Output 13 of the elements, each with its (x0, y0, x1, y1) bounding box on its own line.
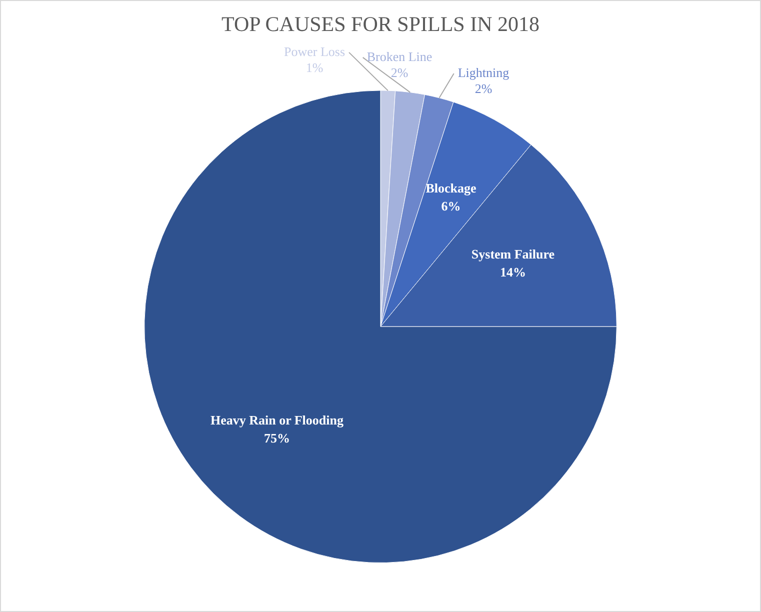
slice-label: System Failure (471, 246, 555, 262)
data-label: 2% (474, 80, 492, 96)
data-label: 75% (264, 430, 290, 446)
slice-label: Blockage (426, 180, 477, 196)
chart-title: TOP CAUSES FOR SPILLS IN 2018 (222, 12, 540, 36)
slice-label: Lightning (458, 64, 510, 80)
data-label: 6% (441, 198, 461, 214)
data-label: 2% (390, 64, 408, 80)
slice-label: Broken Line (366, 48, 432, 64)
data-label: 1% (306, 60, 324, 75)
slice-label: Heavy Rain or Flooding (210, 412, 344, 428)
slice-label: Power Loss (284, 44, 346, 59)
data-label: 14% (500, 264, 526, 280)
